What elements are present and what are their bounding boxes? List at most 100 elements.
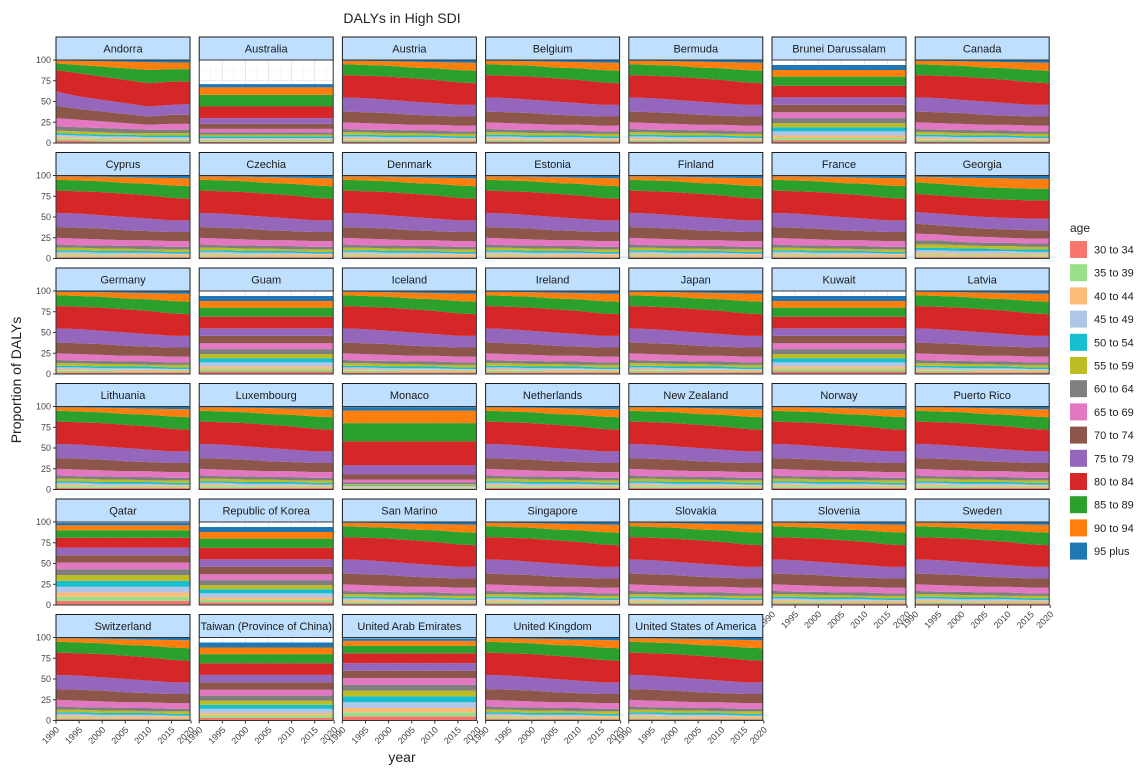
area-united-arab-emirates-55-to-59 [342,690,477,697]
area-iceland-35-to-39 [342,370,477,373]
plot-border-canada [914,59,1050,144]
area-qatar-35-to-39 [56,596,190,601]
plot-border-bermuda [628,59,764,144]
area-france-35-to-39 [772,255,906,257]
panel-belgium: Belgium [485,36,621,144]
area-denmark-60-to-64 [342,244,477,250]
area-andorra-80-to-84 [56,69,190,107]
x-tick-label: 2015 [872,609,893,630]
area-iceland-75-to-79 [342,328,477,348]
area-austria-50-to-54 [342,134,477,139]
plot-border-united-states-of-america [628,637,764,721]
area-kuwait-65-to-69 [772,343,906,350]
area-japan-90-to-94 [628,291,763,302]
area-luxembourg-90-to-94 [199,407,334,418]
area-united-kingdom-80-to-84 [485,652,620,683]
area-slovakia-90-to-94 [628,522,763,533]
area-japan-45-to-49 [628,367,763,370]
area-finland-40-to-44 [628,253,763,257]
area-andorra-60-to-64 [56,126,190,134]
area-germany-60-to-64 [56,359,190,365]
panel-lithuania: Lithuania 0 25 50 75 100 [36,383,191,495]
area-luxembourg-60-to-64 [199,475,334,481]
area-belgium-80-to-84 [485,74,620,105]
area-switzerland-90-to-94 [56,638,190,649]
strip-label-belgium: Belgium [533,44,573,56]
area-georgia-65-to-69 [915,233,1050,244]
area-norway-75-to-79 [772,443,906,463]
area-belgium-40-to-44 [485,138,620,141]
plot-border-norway [771,406,907,490]
area-estonia-85-to-89 [485,179,620,199]
area-san-marino-40-to-44 [342,600,477,603]
area-latvia-75-to-79 [915,328,1050,348]
area-united-arab-emirates-35-to-39 [342,712,477,717]
area-brunei-darussalam-50-to-54 [772,127,906,132]
area-qatar-65-to-69 [56,562,190,570]
area-singapore-95-plus [485,522,620,525]
area-switzerland-85-to-89 [56,641,190,661]
area-canada-90-to-94 [915,60,1050,71]
x-tick-label: 2000 [229,725,250,746]
area-canada-55-to-59 [915,132,1050,137]
area-andorra-85-to-89 [56,63,190,84]
area-canada-35-to-39 [915,139,1050,142]
area-slovenia-35-to-39 [772,601,906,604]
area-united-states-of-america-45-to-49 [628,713,763,717]
area-kuwait-90-to-94 [772,300,906,308]
area-qatar-85-to-89 [56,530,190,538]
area-lithuania-80-to-84 [56,421,190,452]
x-tick-label: 2005 [539,725,560,746]
y-tick-label: 100 [36,633,51,643]
area-ireland-45-to-49 [485,367,620,370]
area-cyprus-60-to-64 [56,244,190,250]
area-slovenia-45-to-49 [772,598,906,601]
area-brunei-darussalam-45-to-49 [772,131,906,136]
area-cyprus-90-to-94 [56,176,190,187]
panel-andorra: Andorra 0 25 50 75 100 [36,36,191,148]
area-san-marino-55-to-59 [342,594,477,599]
x-tick-label: 2015 [299,725,320,746]
area-united-kingdom-95-plus [485,637,620,641]
area-germany-85-to-89 [56,295,190,315]
y-tick-label: 50 [41,674,51,684]
area-canada-95-plus [915,60,1050,63]
plot-border-belgium [485,59,621,144]
area-netherlands-50-to-54 [485,481,620,485]
area-new-zealand-35-to-39 [628,486,763,488]
area-netherlands-90-to-94 [485,407,620,418]
area-united-states-of-america-55-to-59 [628,709,763,714]
legend-label-40-to-44: 40 to 44 [1094,291,1134,303]
area-slovenia-90-to-94 [772,522,906,533]
area-denmark-45-to-49 [342,251,477,255]
area-denmark-70-to-74 [342,226,477,242]
panel-bermuda: Bermuda [628,36,764,144]
y-axis-title: Proportion of DALYs [8,317,24,444]
area-andorra-40-to-44 [56,136,190,140]
area-sweden-85-to-89 [915,526,1050,546]
legend-key-30-to-34 [1070,241,1087,258]
area-united-kingdom-50-to-54 [485,712,620,716]
area-united-arab-emirates-30-to-34 [342,716,477,721]
area-guam-30-to-34 [199,371,334,374]
x-tick-label: 2005 [682,725,703,746]
area-puerto-rico-40-to-44 [915,484,1050,488]
plot-border-iceland [341,290,477,375]
area-taiwan-province-of-china-90-to-94 [199,647,334,655]
y-tick-label: 50 [41,328,51,338]
area-singapore-70-to-74 [485,573,620,588]
area-georgia-95-plus [915,175,1050,179]
area-georgia-60-to-64 [915,240,1050,247]
strip-label-japan: Japan [681,275,711,287]
plot-border-sweden [914,521,1050,606]
x-tick-label: 2010 [276,725,297,746]
area-united-arab-emirates-40-to-44 [342,708,477,713]
area-latvia-60-to-64 [915,359,1050,365]
area-czechia-40-to-44 [199,253,334,257]
area-united-states-of-america-80-to-84 [628,652,763,683]
area-georgia-90-to-94 [915,176,1050,189]
area-puerto-rico-45-to-49 [915,482,1050,486]
panel-georgia: Georgia [914,152,1050,259]
area-canada-65-to-69 [915,122,1050,132]
area-singapore-65-to-69 [485,584,620,594]
